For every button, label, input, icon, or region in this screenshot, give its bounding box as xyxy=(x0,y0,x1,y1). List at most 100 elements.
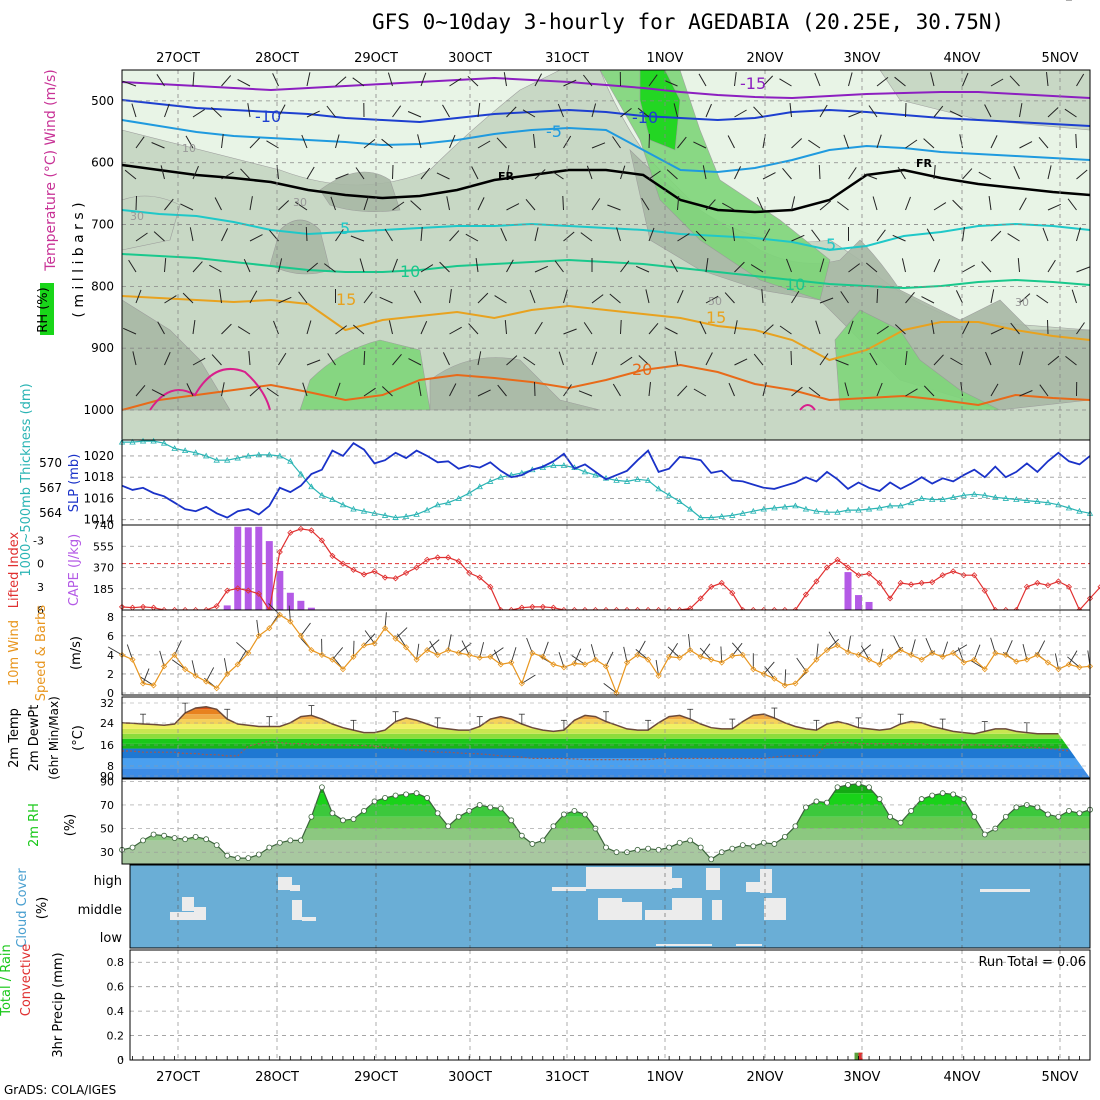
thickness-point xyxy=(339,501,347,508)
rh-point xyxy=(140,837,146,844)
wind-barb xyxy=(392,353,402,366)
wind-barb xyxy=(1064,108,1077,118)
wind-barb xyxy=(705,258,709,273)
rh2m-units-label: (%) xyxy=(63,814,78,837)
li-point xyxy=(224,587,231,594)
wind-speed-point xyxy=(676,654,683,661)
precip-convective-axis-label: Convective xyxy=(19,944,34,1017)
wind-barb xyxy=(609,293,621,304)
wind-speed-point xyxy=(392,635,399,642)
wind-barb xyxy=(563,289,568,304)
wind-barb xyxy=(897,166,906,180)
precip-tick-label: 0.4 xyxy=(107,1005,125,1018)
wind-speed-point xyxy=(1076,664,1083,671)
wind10m-panel-bg xyxy=(122,610,1090,695)
thickness-point xyxy=(613,477,620,483)
cloud-block xyxy=(302,917,316,921)
li-point xyxy=(718,579,725,587)
thickness-point xyxy=(855,506,862,513)
wind-barb xyxy=(211,354,222,366)
wind-barb xyxy=(243,258,251,273)
wind-barb xyxy=(525,198,536,211)
wind-speed-point xyxy=(834,642,841,649)
pressure-tick-label: 800 xyxy=(91,279,114,293)
wind-speed-point xyxy=(497,661,504,668)
wind-barb xyxy=(249,196,253,211)
cloud-axis-label: Cloud Cover xyxy=(15,868,30,948)
wind-barb xyxy=(192,71,195,87)
isotherm-20 xyxy=(121,363,1091,411)
temp-wind-axis-label: Temperature (°C) Wind (m/s) xyxy=(43,69,59,272)
wind-barb xyxy=(844,382,849,397)
wind-barb xyxy=(876,288,879,304)
cloud-block xyxy=(656,944,712,946)
li-point xyxy=(981,587,988,594)
temp-color-band xyxy=(122,738,1090,744)
wind-barb xyxy=(523,356,536,366)
wind-speed-point xyxy=(550,661,557,668)
rh-region xyxy=(429,357,601,411)
wind-barb xyxy=(237,78,251,87)
rh-point xyxy=(908,807,915,814)
wind-barb xyxy=(387,72,393,87)
wind-barb xyxy=(648,322,659,335)
surface-wind-barb xyxy=(526,637,533,654)
wind-barb xyxy=(901,258,906,273)
wind-barb xyxy=(240,168,251,180)
li-point xyxy=(813,578,820,585)
cape-bar xyxy=(286,592,294,610)
surface-wind-barb xyxy=(860,645,870,660)
thickness-point xyxy=(487,478,494,484)
wind-barb xyxy=(124,169,137,180)
wind-barb xyxy=(475,258,479,273)
run-total-label: Run Total = 0.06 xyxy=(978,955,1086,970)
cloud-block xyxy=(760,869,772,893)
wind-barb xyxy=(221,228,229,242)
wind-barb xyxy=(410,200,422,211)
li-point xyxy=(329,552,336,559)
rh-point xyxy=(834,784,841,791)
wind-barb xyxy=(335,325,348,335)
wind-speed-point xyxy=(381,625,389,632)
dewpoint-axis-label: 2m DewPt xyxy=(27,705,42,772)
wind-barb xyxy=(497,384,507,397)
wind-barb xyxy=(249,234,263,242)
thickness-point xyxy=(234,454,241,461)
wind-barb xyxy=(648,227,655,242)
thickness-tick-label: 567 xyxy=(39,481,62,495)
wind-speed-point xyxy=(1023,656,1030,663)
wind-barb xyxy=(578,390,593,397)
rh-point xyxy=(697,844,704,851)
wind-barb xyxy=(1019,293,1031,304)
thickness-point xyxy=(266,451,273,458)
wind-speed-axis-label: Speed & Barbs xyxy=(34,605,49,702)
rh-point xyxy=(508,817,515,824)
thickness-point xyxy=(950,494,957,500)
thickness-point xyxy=(202,452,210,459)
wind-barb xyxy=(905,291,915,304)
surface-wind-barb xyxy=(397,633,407,648)
wind-speed-point xyxy=(581,661,589,668)
temp-units-label: (°C) xyxy=(71,725,86,751)
wind-barb xyxy=(534,381,536,397)
wind-barb xyxy=(506,203,520,211)
wind-barb xyxy=(157,321,165,335)
wind-barb xyxy=(724,292,735,304)
thickness-point xyxy=(413,511,420,517)
cloud-frame xyxy=(129,864,1091,949)
wind-speed-point xyxy=(518,680,525,687)
rh-point xyxy=(171,835,178,841)
rh-point xyxy=(866,784,872,791)
thickness-point xyxy=(907,499,915,506)
wind-barb xyxy=(705,352,713,366)
wind-barb xyxy=(836,201,849,211)
wind-barb xyxy=(278,352,287,366)
temp-color-band xyxy=(122,728,1090,734)
wind-barb xyxy=(335,173,349,180)
wind-speed-point xyxy=(424,647,431,654)
rh-point xyxy=(403,791,409,798)
isotherm-5 xyxy=(121,209,1091,252)
wind-barb xyxy=(620,319,622,335)
surface-wind-barb xyxy=(879,648,884,665)
wind-barb xyxy=(933,354,944,366)
